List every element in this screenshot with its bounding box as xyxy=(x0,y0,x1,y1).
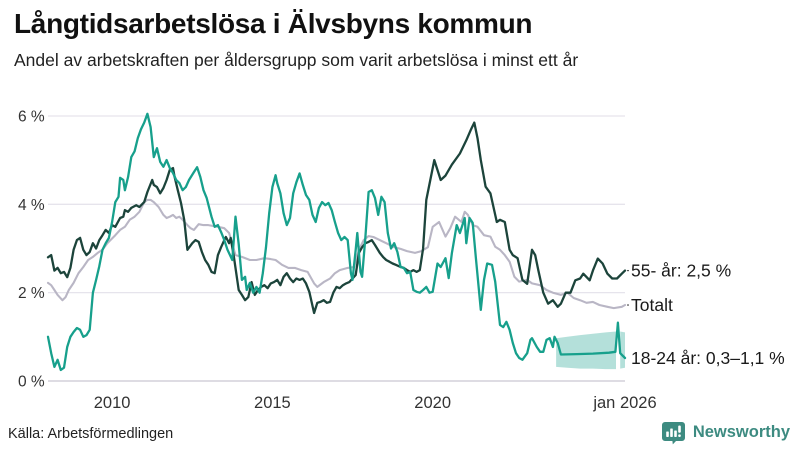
confidence-band-2 xyxy=(620,331,625,369)
logo-bar-2 xyxy=(670,428,673,437)
y-axis-tick-label: 0 % xyxy=(18,374,45,391)
confidence-band-1 xyxy=(556,331,616,370)
series-end-label: 55- år: 2,5 % xyxy=(631,261,731,281)
chart-footer: Källa: Arbetsförmedlingen Newsworthy xyxy=(0,420,800,450)
series-end-label: Totalt xyxy=(631,295,673,315)
series-line-18-24r xyxy=(46,112,627,372)
newsworthy-brand: Newsworthy xyxy=(661,420,790,445)
x-axis-tick-label: 2015 xyxy=(254,394,291,412)
y-axis-tick-label: 6 % xyxy=(18,108,45,125)
line-chart-svg: 0 % 2 % 4 % 6 % 2010 2015 2020 jan 2026 Totalt 55… xyxy=(18,108,785,412)
x-axis-tick-label: 2010 xyxy=(94,394,131,412)
source-credit: Källa: Arbetsförmedlingen xyxy=(8,426,174,442)
y-axis-tick-label: 4 % xyxy=(18,197,45,214)
series-end-label: 18-24 år: 0,3–1,1 % xyxy=(631,348,785,368)
line-chart: 0 % 2 % 4 % 6 % 2010 2015 2020 jan 2026 Totalt 55… xyxy=(0,95,800,425)
series-line-55-r xyxy=(46,121,627,315)
brand-name: Newsworthy xyxy=(692,423,790,441)
logo-bar-1 xyxy=(666,431,669,437)
logo-exclamation-icon xyxy=(678,425,681,433)
series-line-Totalt xyxy=(46,198,627,310)
page-title: Långtidsarbetslösa i Älvsbyns kommun xyxy=(14,8,533,39)
chart-header: Långtidsarbetslösa i Älvsbyns kommun And… xyxy=(14,8,794,71)
x-axis-tick-label: jan 2026 xyxy=(592,394,656,412)
newsworthy-logo-icon xyxy=(661,422,685,445)
logo-bar-3 xyxy=(674,430,677,437)
x-axis-tick-label: 2020 xyxy=(414,394,451,412)
y-axis-tick-label: 2 % xyxy=(18,285,45,302)
page-subtitle: Andel av arbetskraften per åldersgrupp s… xyxy=(14,50,579,71)
logo-exclamation-dot xyxy=(678,434,681,437)
